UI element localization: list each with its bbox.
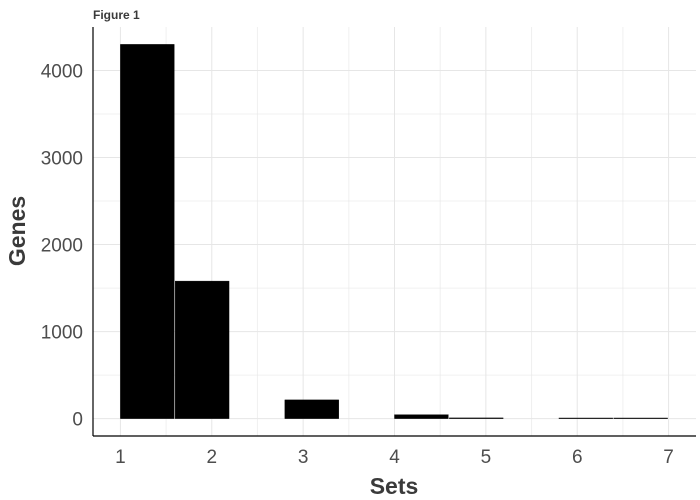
bar bbox=[394, 414, 449, 419]
y-tick-label: 1000 bbox=[41, 323, 83, 344]
axes bbox=[92, 27, 696, 437]
x-tick-label: 5 bbox=[481, 447, 492, 468]
x-tick-label: 2 bbox=[206, 447, 217, 468]
x-tick-label: 4 bbox=[389, 447, 400, 468]
y-tick-label: 3000 bbox=[41, 149, 83, 170]
tick-labels: 1 2 3 4 5 6 7 0 1000 2000 3000 4000 bbox=[41, 62, 674, 468]
bar bbox=[120, 44, 175, 419]
bar bbox=[284, 399, 339, 419]
x-tick-label: 1 bbox=[115, 447, 126, 468]
y-axis-title: Genes bbox=[4, 196, 30, 266]
bar bbox=[449, 417, 504, 419]
x-tick-label: 6 bbox=[572, 447, 583, 468]
x-axis-title: Sets bbox=[370, 473, 419, 499]
figure-label: Figure 1 bbox=[93, 8, 140, 22]
bar bbox=[175, 280, 230, 419]
bars bbox=[120, 44, 668, 419]
bar bbox=[613, 417, 668, 419]
x-tick-label: 7 bbox=[663, 447, 674, 468]
y-tick-label: 0 bbox=[72, 410, 83, 431]
bar bbox=[558, 417, 613, 419]
y-tick-label: 4000 bbox=[41, 62, 83, 83]
y-tick-label: 2000 bbox=[41, 236, 83, 257]
x-tick-label: 3 bbox=[298, 447, 309, 468]
